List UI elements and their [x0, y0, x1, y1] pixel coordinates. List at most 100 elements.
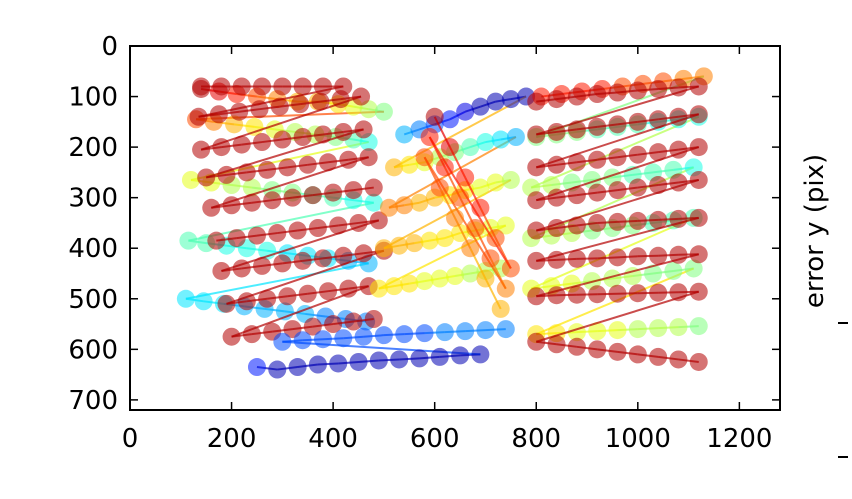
data-point	[689, 245, 708, 264]
point-grid-1	[189, 77, 383, 217]
data-point	[491, 299, 510, 318]
data-point	[527, 191, 546, 210]
data-point	[364, 178, 383, 197]
data-point	[222, 196, 241, 215]
data-point	[476, 269, 495, 288]
x-tick-label: 1200	[706, 424, 772, 454]
data-point	[547, 188, 566, 207]
data-point	[471, 97, 490, 116]
data-point	[400, 274, 419, 293]
data-point	[288, 221, 307, 240]
data-point	[230, 102, 249, 121]
data-point	[268, 360, 287, 379]
data-point	[456, 322, 475, 341]
data-point	[415, 148, 434, 167]
data-point	[374, 239, 393, 258]
data-point	[313, 330, 332, 349]
data-point	[364, 193, 383, 212]
data-point	[354, 327, 373, 346]
data-point	[527, 125, 546, 144]
data-point	[278, 287, 297, 306]
data-point	[385, 277, 404, 296]
y-tick-label: 300	[68, 184, 118, 214]
y-tick-label: 700	[68, 386, 118, 416]
data-point	[684, 259, 703, 278]
data-point	[689, 282, 708, 301]
data-point	[588, 85, 607, 104]
data-point	[390, 236, 409, 255]
data-point	[410, 349, 429, 368]
data-point	[649, 319, 668, 338]
data-point	[250, 100, 269, 119]
data-point	[263, 191, 282, 210]
data-point	[232, 135, 251, 154]
data-point	[506, 128, 525, 146]
data-point	[588, 322, 607, 341]
data-point	[496, 279, 515, 298]
data-point	[649, 79, 668, 98]
data-point	[212, 77, 231, 96]
data-point	[588, 183, 607, 202]
y-axis-label: error y (pix)	[800, 154, 830, 308]
data-point	[410, 193, 429, 212]
data-point	[237, 163, 256, 182]
data-point	[339, 279, 358, 298]
data-point	[273, 332, 292, 351]
connector-line	[535, 146, 700, 202]
data-point	[608, 342, 627, 361]
data-point	[496, 216, 515, 235]
data-point	[476, 133, 495, 152]
data-point	[242, 178, 261, 197]
data-point	[435, 229, 454, 248]
connector-line	[378, 224, 507, 290]
data-point	[689, 105, 708, 124]
data-point	[471, 198, 490, 217]
data-point	[608, 148, 627, 167]
data-point	[247, 358, 266, 377]
data-point	[527, 251, 546, 270]
data-point	[313, 125, 332, 144]
data-point	[435, 158, 454, 177]
data-point	[430, 347, 449, 366]
data-point	[232, 259, 251, 278]
y-tick-labels: 0 100 200 300 400 500 600 700	[68, 32, 118, 416]
data-point	[689, 77, 708, 96]
data-point	[324, 315, 343, 334]
data-point	[344, 312, 363, 331]
data-point	[527, 158, 546, 177]
data-point	[258, 160, 277, 179]
data-point	[293, 251, 312, 270]
data-point	[608, 284, 627, 303]
y-tick-label: 0	[101, 32, 118, 62]
data-point	[608, 248, 627, 267]
data-point	[209, 105, 228, 124]
data-point	[608, 115, 627, 134]
data-point	[628, 81, 647, 100]
data-point	[501, 259, 520, 278]
data-point	[608, 321, 627, 340]
data-point	[359, 148, 378, 167]
x-tick-label: 200	[207, 424, 257, 454]
data-point	[194, 292, 213, 311]
data-point	[588, 150, 607, 169]
data-point	[486, 173, 505, 192]
data-point	[481, 249, 500, 268]
data-point	[451, 346, 470, 365]
data-point	[669, 283, 688, 302]
data-point	[293, 128, 312, 146]
data-point	[352, 87, 371, 106]
data-point	[547, 286, 566, 305]
data-point	[331, 90, 350, 109]
data-point	[207, 231, 226, 250]
data-point	[253, 256, 272, 275]
data-point	[476, 321, 495, 340]
data-point	[288, 358, 307, 377]
data-point	[547, 155, 566, 174]
data-point	[527, 287, 546, 306]
data-point	[527, 92, 546, 111]
point-grid-3	[247, 320, 515, 379]
data-point	[603, 269, 622, 288]
data-point	[689, 138, 708, 157]
data-point	[628, 211, 647, 230]
